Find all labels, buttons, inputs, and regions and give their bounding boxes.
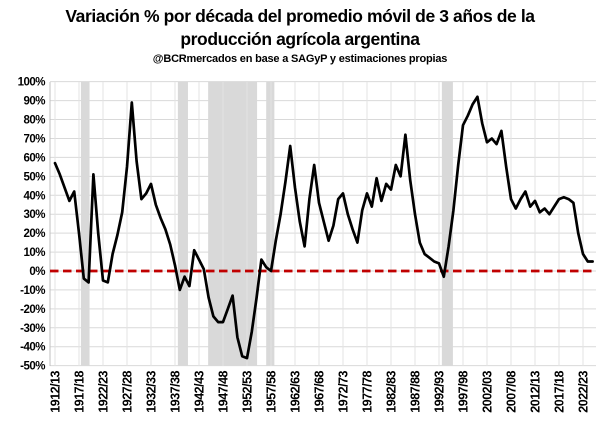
- shaded-band: [441, 82, 453, 366]
- x-tick-label: 1987/88: [409, 370, 423, 412]
- y-tick-label: 100%: [18, 77, 46, 89]
- y-tick-label: 70%: [23, 133, 45, 145]
- shaded-band: [266, 82, 275, 366]
- x-tick-label: 1927/28: [121, 370, 135, 412]
- y-tick-label: 50%: [23, 171, 45, 183]
- y-tick-label: 90%: [23, 96, 45, 108]
- x-tick-label: 1962/63: [289, 370, 303, 412]
- y-tick-label: 10%: [23, 247, 45, 259]
- x-tick-label: 1922/23: [97, 370, 111, 412]
- x-tick-label: 1952/53: [241, 370, 255, 412]
- chart-subtitle: @BCRmercados en base a SAGyP y estimacio…: [152, 52, 448, 65]
- x-tick-label: 1972/73: [337, 370, 351, 412]
- x-tick-label: 1917/18: [73, 370, 87, 412]
- shaded-band: [208, 82, 258, 366]
- chart-header: Variación % por década del promedio móvi…: [0, 5, 600, 65]
- y-tick-label: -30%: [20, 323, 45, 335]
- shaded-band: [177, 82, 188, 366]
- x-tick-label: 1942/43: [193, 370, 207, 412]
- x-tick-label: 2012/13: [529, 370, 543, 412]
- y-tick-label: 0%: [29, 266, 45, 278]
- x-tick-label: 1997/98: [457, 370, 471, 412]
- x-tick-label: 1937/38: [169, 370, 183, 412]
- y-tick-label: 20%: [23, 228, 45, 240]
- chart-title-line1: Variación % por década del promedio móvi…: [65, 6, 535, 26]
- y-tick-label: -10%: [20, 285, 45, 297]
- x-tick-label: 1912/13: [49, 370, 63, 412]
- y-tick-label: 30%: [23, 209, 45, 221]
- y-tick-label: 60%: [23, 152, 45, 164]
- y-tick-label: -20%: [20, 304, 45, 316]
- x-tick-label: 1957/58: [265, 370, 279, 412]
- x-tick-label: 2017/18: [553, 370, 567, 412]
- series-line: [53, 95, 594, 360]
- x-tick-label: 1982/83: [385, 370, 399, 412]
- x-tick-label: 2022/23: [577, 370, 591, 412]
- x-tick-label: 1977/78: [361, 370, 375, 412]
- y-tick-label: -50%: [20, 361, 45, 373]
- y-tick-label: -40%: [20, 342, 45, 354]
- x-tick-label: 2007/08: [505, 370, 519, 412]
- x-tick-label: 1932/33: [145, 370, 159, 412]
- shaded-band: [80, 82, 90, 366]
- x-tick-label: 1967/68: [313, 370, 327, 412]
- x-tick-label: 1992/93: [433, 370, 447, 412]
- y-tick-label: 80%: [23, 115, 45, 127]
- x-tick-label: 1947/48: [217, 370, 231, 412]
- chart-title-line2: producción agrícola argentina: [180, 28, 420, 49]
- x-tick-label: 2002/03: [481, 370, 495, 412]
- y-tick-label: 40%: [23, 190, 45, 202]
